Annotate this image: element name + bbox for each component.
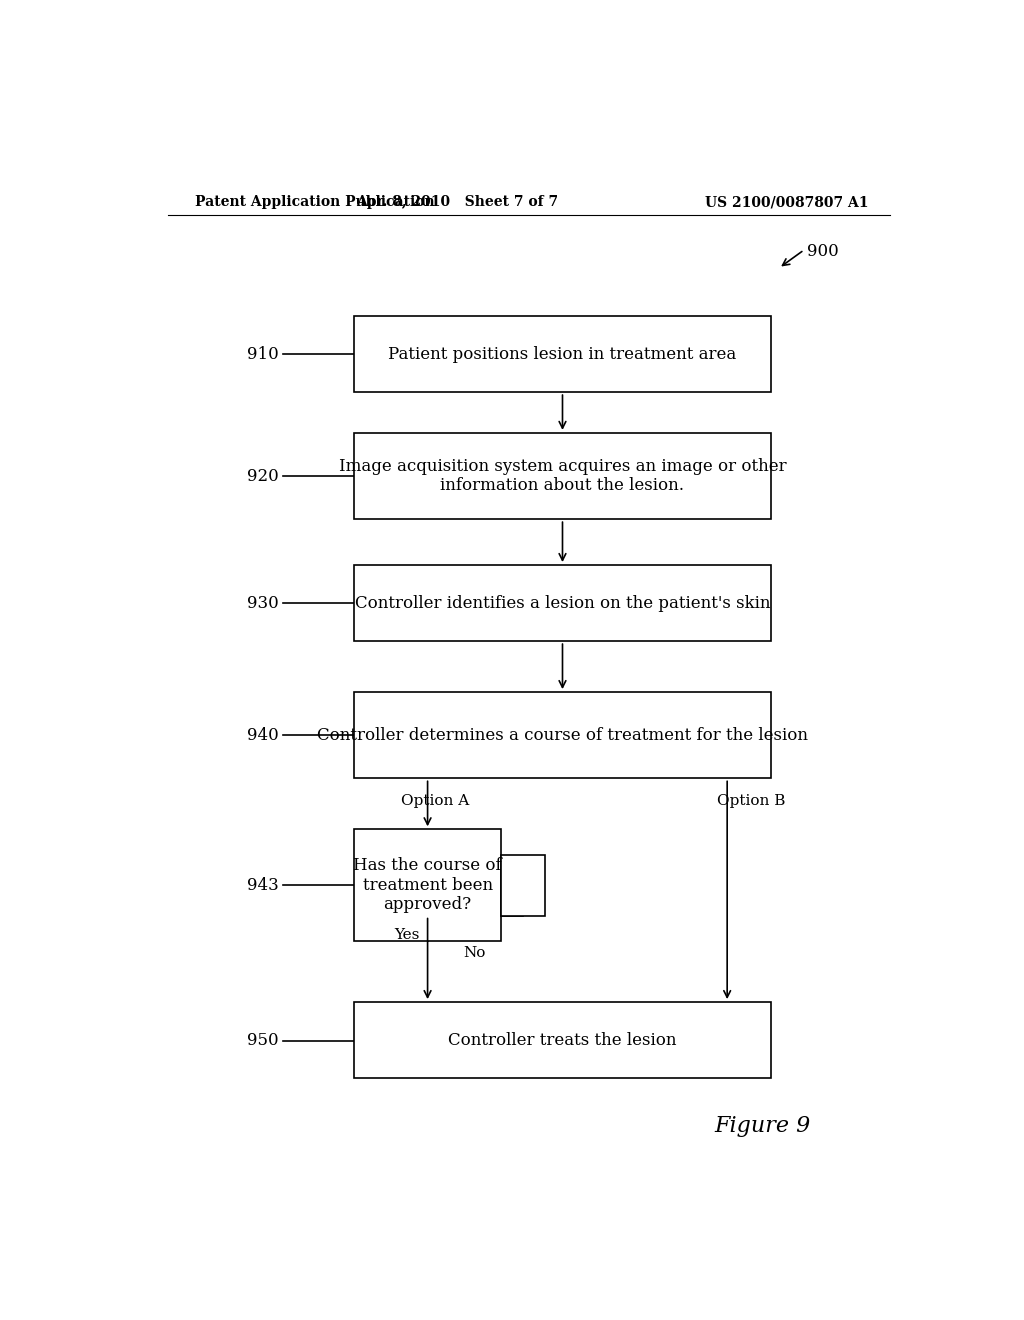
FancyBboxPatch shape xyxy=(501,854,545,916)
FancyBboxPatch shape xyxy=(354,1002,771,1078)
Text: Patent Application Publication: Patent Application Publication xyxy=(196,195,435,209)
Text: 900: 900 xyxy=(807,243,839,260)
Text: 950: 950 xyxy=(247,1032,279,1049)
Text: Yes: Yes xyxy=(394,928,420,941)
Text: Apr. 8, 2010   Sheet 7 of 7: Apr. 8, 2010 Sheet 7 of 7 xyxy=(356,195,558,209)
FancyBboxPatch shape xyxy=(354,692,771,779)
FancyBboxPatch shape xyxy=(354,433,771,519)
Text: No: No xyxy=(463,946,485,960)
Text: 943: 943 xyxy=(247,876,279,894)
Text: 920: 920 xyxy=(247,467,279,484)
Text: 940: 940 xyxy=(247,727,279,743)
Text: Option A: Option A xyxy=(401,793,470,808)
Text: US 2100/0087807 A1: US 2100/0087807 A1 xyxy=(705,195,868,209)
Text: Option B: Option B xyxy=(717,793,785,808)
Text: Image acquisition system acquires an image or other
information about the lesion: Image acquisition system acquires an ima… xyxy=(339,458,786,494)
Text: Patient positions lesion in treatment area: Patient positions lesion in treatment ar… xyxy=(388,346,736,363)
Text: Figure 9: Figure 9 xyxy=(715,1115,811,1137)
Text: Has the course of
treatment been
approved?: Has the course of treatment been approve… xyxy=(353,857,502,913)
FancyBboxPatch shape xyxy=(354,829,501,941)
FancyBboxPatch shape xyxy=(354,315,771,392)
Text: Controller determines a course of treatment for the lesion: Controller determines a course of treatm… xyxy=(317,727,808,743)
Text: Controller treats the lesion: Controller treats the lesion xyxy=(449,1032,677,1048)
Text: 910: 910 xyxy=(247,346,279,363)
FancyBboxPatch shape xyxy=(354,565,771,642)
Text: 930: 930 xyxy=(247,594,279,611)
Text: Controller identifies a lesion on the patient's skin: Controller identifies a lesion on the pa… xyxy=(354,594,770,611)
